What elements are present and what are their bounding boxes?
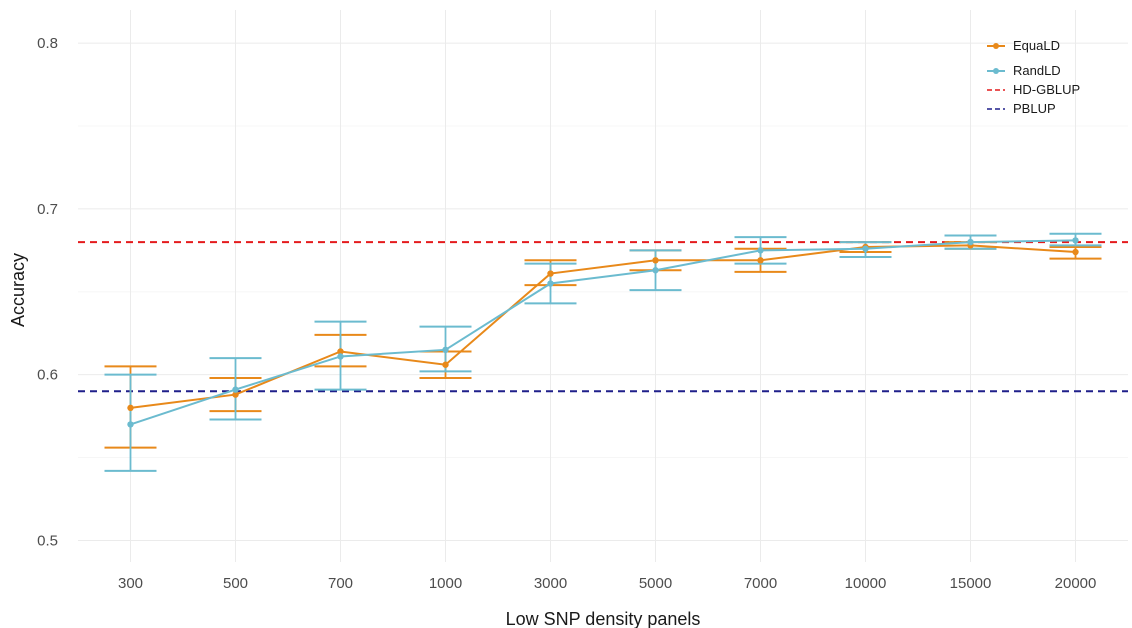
x-tick-label: 10000 bbox=[845, 575, 887, 592]
data-point-randld bbox=[1072, 237, 1079, 244]
legend-label-pblup: PBLUP bbox=[1013, 101, 1056, 116]
x-tick-label: 3000 bbox=[534, 575, 567, 592]
data-point-randld bbox=[757, 247, 764, 254]
data-point-equald bbox=[1072, 248, 1079, 256]
data-point-equald bbox=[232, 391, 239, 398]
reference-lines bbox=[78, 241, 1128, 393]
y-tick-label: 0.7 bbox=[37, 201, 58, 218]
x-tick-label: 7000 bbox=[744, 575, 777, 592]
y-axis-title: Accuracy bbox=[8, 253, 28, 327]
y-tick-label: 0.8 bbox=[37, 35, 58, 52]
x-tick-label: 300 bbox=[118, 575, 143, 592]
data-point-equald bbox=[652, 257, 659, 264]
x-tick-labels: 300 500 700 1000 3000 5000 7000 10000 15000 20000 bbox=[118, 575, 1096, 592]
data-point-randld bbox=[232, 386, 239, 393]
data-point-equald bbox=[337, 348, 344, 355]
legend-label-randld: RandLD bbox=[1013, 63, 1061, 78]
legend-swatch-equald-point bbox=[993, 43, 999, 49]
data-point-equald bbox=[127, 404, 134, 412]
data-point-randld bbox=[337, 353, 344, 360]
y-tick-label: 0.6 bbox=[37, 367, 58, 384]
data-point-randld bbox=[862, 245, 869, 252]
data-point-randld bbox=[652, 267, 659, 274]
x-tick-label: 500 bbox=[223, 575, 248, 592]
grid bbox=[78, 10, 1128, 562]
legend-label-hd-gblup: HD-GBLUP bbox=[1013, 82, 1080, 97]
series-lines bbox=[130, 239, 1076, 426]
y-tick-label: 0.5 bbox=[37, 532, 58, 549]
series-points bbox=[127, 237, 1079, 428]
data-point-equald bbox=[442, 361, 449, 368]
data-point-equald bbox=[547, 270, 554, 277]
data-point-randld bbox=[442, 346, 449, 354]
x-tick-label: 1000 bbox=[429, 575, 462, 592]
legend: EquaLD RandLD HD-GBLUP PBLUP bbox=[987, 38, 1080, 116]
legend-swatch-randld-point bbox=[993, 68, 999, 74]
x-axis-title: Low SNP density panels bbox=[506, 609, 701, 628]
y-tick-labels: 0.5 0.6 0.7 0.8 bbox=[37, 35, 58, 549]
x-tick-label: 20000 bbox=[1055, 575, 1097, 592]
x-tick-label: 700 bbox=[328, 575, 353, 592]
error-bars bbox=[104, 232, 1102, 472]
x-tick-label: 15000 bbox=[950, 575, 992, 592]
legend-label-equald: EquaLD bbox=[1013, 38, 1060, 53]
data-point-randld bbox=[547, 280, 554, 287]
series-line-equald bbox=[130, 244, 1076, 409]
x-tick-label: 5000 bbox=[639, 575, 672, 592]
data-point-randld bbox=[127, 421, 134, 428]
data-point-randld bbox=[967, 238, 974, 246]
series-line-randld bbox=[130, 239, 1076, 426]
data-point-equald bbox=[757, 257, 764, 264]
